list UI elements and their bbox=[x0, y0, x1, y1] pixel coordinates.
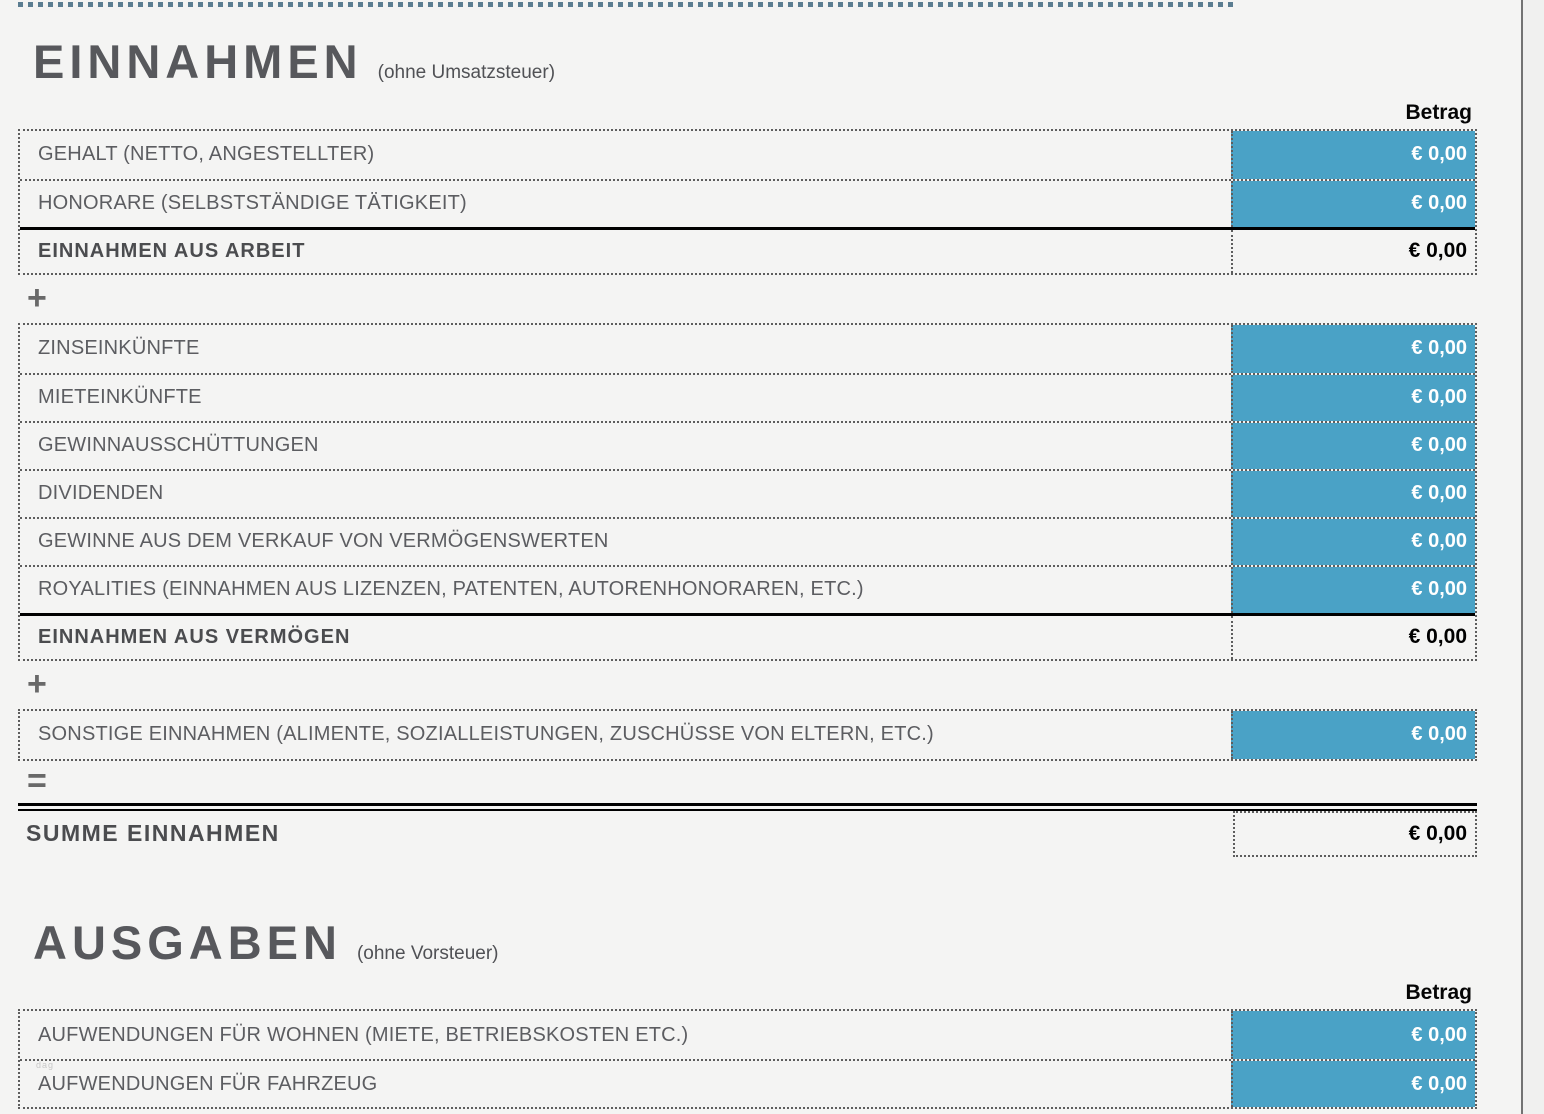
income-other-block: SONSTIGE EINNAHMEN (ALIMENTE, SOZIALLEIS… bbox=[18, 708, 1477, 761]
income-subtitle: (ohne Umsatzsteuer) bbox=[377, 62, 556, 83]
row-label: AUFWENDUNGEN FÜR WOHNEN (MIETE, BETRIEBS… bbox=[38, 1023, 689, 1046]
row-label: ZINSEINKÜNFTE bbox=[38, 337, 200, 360]
expenses-amount-column-header: Betrag bbox=[1405, 981, 1472, 1005]
table-row: HONORARE (SELBSTSTÄNDIGE TÄTIGKEIT) € 0,… bbox=[20, 178, 1475, 227]
table-row: GEWINNE AUS DEM VERKAUF VON VERMÖGENSWER… bbox=[20, 516, 1475, 565]
income-asset-block: ZINSEINKÜNFTE € 0,00 MIETEINKÜNFTE € 0,0… bbox=[18, 322, 1477, 661]
table-row: AUFWENDUNGEN FÜR FAHRZEUG € 0,00 bbox=[20, 1059, 1475, 1108]
plus-operator: + bbox=[27, 279, 47, 318]
subtotal-label: EINNAHMEN AUS VERMÖGEN bbox=[38, 625, 351, 648]
amount-input-cell[interactable]: € 0,00 bbox=[1231, 1011, 1475, 1060]
plus-operator: + bbox=[27, 665, 47, 704]
table-row: GEWINNAUSSCHÜTTUNGEN € 0,00 bbox=[20, 420, 1475, 469]
table-row: AUFWENDUNGEN FÜR WOHNEN (MIETE, BETRIEBS… bbox=[20, 1011, 1475, 1060]
page-break-dashed-line bbox=[18, 2, 1233, 7]
expenses-subtitle: (ohne Vorsteuer) bbox=[356, 942, 499, 964]
row-label: SONSTIGE EINNAHMEN (ALIMENTE, SOZIALLEIS… bbox=[38, 723, 934, 746]
amount-input-cell[interactable]: € 0,00 bbox=[1231, 1061, 1475, 1108]
amount-input-cell[interactable]: € 0,00 bbox=[1231, 518, 1475, 565]
expenses-title: AUSGABEN bbox=[33, 915, 342, 969]
amount-input-cell[interactable]: € 0,00 bbox=[1231, 180, 1475, 227]
amount-input-cell[interactable]: € 0,00 bbox=[1231, 470, 1475, 517]
sheet-content: EINNAHMEN (ohne Umsatzsteuer) Betrag GEH… bbox=[18, 0, 1477, 1110]
row-label: AUFWENDUNGEN FÜR FAHRZEUG bbox=[38, 1072, 378, 1095]
amount-input-cell[interactable]: € 0,00 bbox=[1231, 324, 1475, 373]
expenses-header: AUSGABEN (ohne Vorsteuer) bbox=[33, 915, 1477, 970]
row-label: GEWINNE AUS DEM VERKAUF VON VERMÖGENSWER… bbox=[38, 530, 609, 553]
subtotal-amount-cell: € 0,00 bbox=[1231, 229, 1475, 273]
income-section: EINNAHMEN (ohne Umsatzsteuer) Betrag GEH… bbox=[18, 35, 1477, 857]
income-header: EINNAHMEN (ohne Umsatzsteuer) bbox=[33, 35, 1477, 89]
income-total-row: SUMME EINNAHMEN € 0,00 bbox=[18, 810, 1477, 857]
table-row: ROYALITIES (EINNAHMEN AUS LIZENZEN, PATE… bbox=[20, 564, 1475, 613]
income-work-block: GEHALT (NETTO, ANGESTELLTER) € 0,00 HONO… bbox=[18, 128, 1477, 275]
amount-input-cell[interactable]: € 0,00 bbox=[1231, 130, 1475, 179]
total-amount-cell: € 0,00 bbox=[1233, 810, 1477, 857]
row-label: GEHALT (NETTO, ANGESTELLTER) bbox=[38, 143, 375, 166]
income-title: EINNAHMEN bbox=[33, 35, 363, 88]
page-edge-line bbox=[1521, 0, 1523, 1114]
subtotal-label: EINNAHMEN AUS ARBEIT bbox=[38, 239, 306, 262]
expenses-section: AUSGABEN (ohne Vorsteuer) Betrag AUFWEND… bbox=[18, 915, 1477, 1110]
subtotal-row: EINNAHMEN AUS VERMÖGEN € 0,00 bbox=[20, 612, 1475, 659]
table-row: GEHALT (NETTO, ANGESTELLTER) € 0,00 bbox=[20, 130, 1475, 179]
faint-watermark-text: dag bbox=[36, 1060, 55, 1070]
total-label: SUMME EINNAHMEN bbox=[26, 820, 280, 847]
table-row: DIVIDENDEN € 0,00 bbox=[20, 468, 1475, 517]
amount-input-cell[interactable]: € 0,00 bbox=[1231, 422, 1475, 469]
row-label: DIVIDENDEN bbox=[38, 482, 164, 505]
row-label: MIETEINKÜNFTE bbox=[38, 386, 202, 409]
amount-input-cell[interactable]: € 0,00 bbox=[1231, 566, 1475, 613]
row-label: HONORARE (SELBSTSTÄNDIGE TÄTIGKEIT) bbox=[38, 192, 467, 215]
right-margin-strip bbox=[1523, 0, 1544, 1114]
amount-input-cell[interactable]: € 0,00 bbox=[1231, 710, 1475, 759]
table-row: MIETEINKÜNFTE € 0,00 bbox=[20, 372, 1475, 421]
subtotal-row: EINNAHMEN AUS ARBEIT € 0,00 bbox=[20, 226, 1475, 273]
double-rule bbox=[18, 802, 1477, 811]
row-label: GEWINNAUSSCHÜTTUNGEN bbox=[38, 434, 319, 457]
table-row: ZINSEINKÜNFTE € 0,00 bbox=[20, 324, 1475, 373]
amount-input-cell[interactable]: € 0,00 bbox=[1231, 374, 1475, 421]
subtotal-amount-cell: € 0,00 bbox=[1231, 615, 1475, 659]
row-label: ROYALITIES (EINNAHMEN AUS LIZENZEN, PATE… bbox=[38, 578, 864, 601]
table-row: SONSTIGE EINNAHMEN (ALIMENTE, SOZIALLEIS… bbox=[20, 710, 1475, 759]
expenses-block: AUFWENDUNGEN FÜR WOHNEN (MIETE, BETRIEBS… bbox=[18, 1009, 1477, 1110]
income-amount-column-header: Betrag bbox=[1405, 100, 1472, 124]
equals-operator: = bbox=[27, 762, 47, 801]
